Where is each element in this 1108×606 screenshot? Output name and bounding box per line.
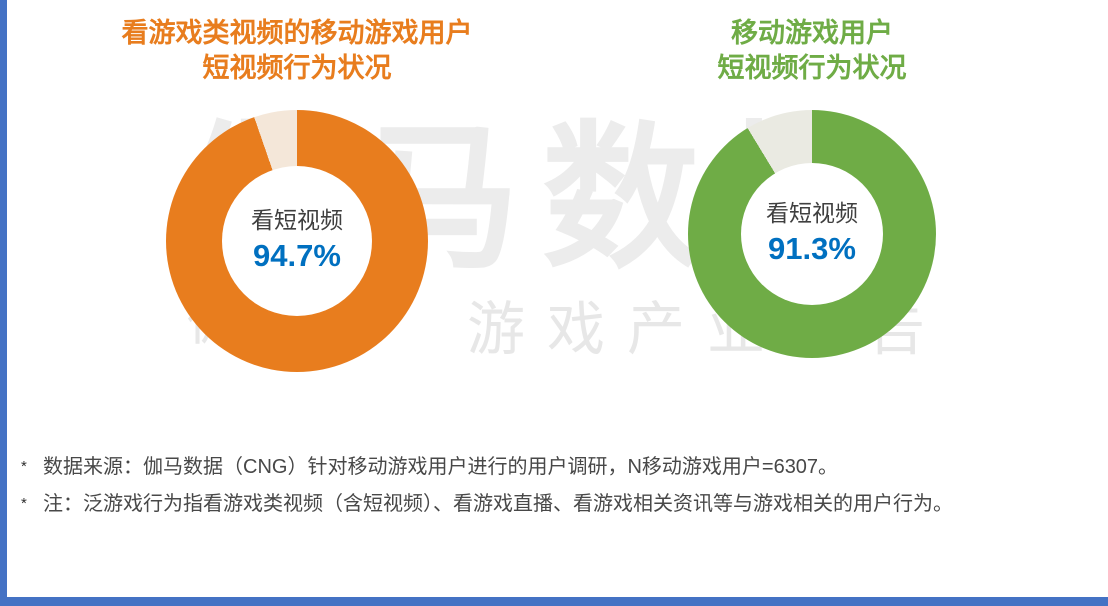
donut-center-label-right: 看短视频	[766, 200, 858, 227]
donut-hole-right: 看短视频 91.3%	[741, 163, 883, 306]
chart-title-left-line1: 看游戏类视频的移动游戏用户	[121, 18, 473, 48]
footnote-source: * 数据来源：伽马数据（CNG）针对移动游戏用户进行的用户调研，N移动游戏用户=…	[21, 452, 1084, 483]
donut-chart-right: 看短视频 91.3%	[688, 110, 936, 359]
footnote-note-text: 注：泛游戏行为指看游戏类视频（含短视频）、看游戏直播、看游戏相关资讯等与游戏相关…	[43, 493, 953, 515]
footnotes: * 数据来源：伽马数据（CNG）针对移动游戏用户进行的用户调研，N移动游戏用户=…	[21, 452, 1084, 526]
chart-title-left: 看游戏类视频的移动游戏用户 短视频行为状况	[32, 16, 562, 86]
chart-title-right: 移动游戏用户 短视频行为状况	[587, 16, 1037, 86]
donut-center-value-right: 91.3%	[768, 230, 856, 266]
chart-title-right-line1: 移动游戏用户	[731, 18, 893, 48]
chart-title-right-line2: 短视频行为状况	[717, 53, 907, 84]
footnote-note-marker: *	[21, 495, 27, 512]
chart-section-right: 移动游戏用户 短视频行为状况 看短视频 91.3%	[587, 16, 1037, 359]
footnote-source-text: 数据来源：伽马数据（CNG）针对移动游戏用户进行的用户调研，N移动游戏用户=63…	[43, 456, 839, 478]
chart-title-left-line2: 短视频行为状况	[202, 53, 392, 84]
chart-section-left: 看游戏类视频的移动游戏用户 短视频行为状况 看短视频 94.7%	[32, 16, 562, 373]
donut-chart-left: 看短视频 94.7%	[166, 110, 428, 373]
content-panel: 伽马数据 微信号 游戏产业报告 看游戏类视频的移动游戏用户 短视频行为状况 看短…	[7, 0, 1108, 597]
donut-hole-left: 看短视频 94.7%	[222, 166, 372, 317]
footnote-note: * 注：泛游戏行为指看游戏类视频（含短视频）、看游戏直播、看游戏相关资讯等与游戏…	[21, 489, 1084, 520]
donut-wrap-right: 看短视频 91.3%	[587, 110, 1037, 359]
donut-center-label-left: 看短视频	[251, 207, 343, 234]
donut-wrap-left: 看短视频 94.7%	[32, 110, 562, 373]
donut-center-value-left: 94.7%	[253, 237, 341, 273]
footnote-source-marker: *	[21, 458, 27, 475]
